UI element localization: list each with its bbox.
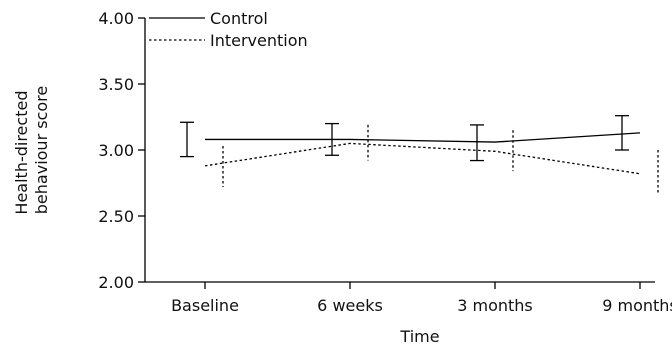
y-tick-label: 3.50	[98, 75, 134, 94]
series-layer	[180, 115, 659, 195]
y-axis-ticks: 2.00 2.50 3.00 3.50 4.00	[98, 9, 145, 292]
y-tick-label: 4.00	[98, 9, 134, 28]
legend: Control Intervention	[149, 9, 308, 50]
y-axis-title-line-1: Health-directed	[12, 91, 31, 215]
y-axis-title: Health-directed behaviour score	[12, 85, 51, 214]
legend-label-control: Control	[210, 9, 268, 28]
x-tick-label: 9 months	[602, 296, 672, 315]
x-tick-label: 6 weeks	[317, 296, 383, 315]
series-line-control	[205, 132, 641, 143]
x-tick-label: Baseline	[171, 296, 239, 315]
y-tick-label: 2.50	[98, 207, 134, 226]
y-axis-title-line-2: behaviour score	[32, 86, 51, 214]
legend-label-intervention: Intervention	[210, 31, 308, 50]
x-axis-ticks: Baseline 6 weeks 3 months 9 months	[171, 282, 672, 315]
series-line-intervention	[204, 142, 641, 175]
y-tick-label: 3.00	[98, 141, 134, 160]
x-axis-title: Time	[399, 327, 439, 346]
axes	[144, 18, 655, 283]
series-intervention	[204, 124, 659, 195]
y-tick-label: 2.00	[98, 273, 134, 292]
series-control	[180, 115, 641, 162]
x-tick-label: 3 months	[457, 296, 533, 315]
